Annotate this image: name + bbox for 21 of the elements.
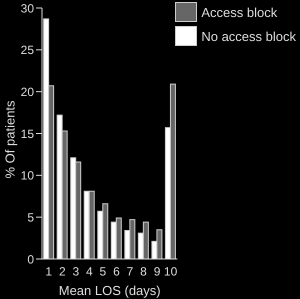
x-tick-label: 3 xyxy=(72,264,80,279)
x-tick-label: 1 xyxy=(45,264,52,279)
x-tick-label: 7 xyxy=(126,264,134,279)
x-tick-label: 2 xyxy=(58,264,66,279)
x-tick-label: 9 xyxy=(154,264,161,279)
legend-label: Access block xyxy=(201,4,278,20)
y-tick-label: 5 xyxy=(27,210,34,224)
y-tick-label: 10 xyxy=(20,168,34,183)
x-tick-label: 5 xyxy=(100,264,107,279)
y-tick-label: 0 xyxy=(27,252,34,266)
y-tick-label: 30 xyxy=(20,1,34,16)
x-tick-label: 6 xyxy=(113,264,120,279)
y-tick-label: 25 xyxy=(20,43,34,58)
y-tick-label: 15 xyxy=(20,126,34,141)
x-tick-label: 8 xyxy=(140,264,148,279)
x-axis-title: Mean LOS (days) xyxy=(58,283,161,298)
y-axis-title: % Of patients xyxy=(2,100,18,178)
legend-label: No access block xyxy=(201,28,296,44)
x-tick-label: 4 xyxy=(86,264,94,279)
y-tick-label: 20 xyxy=(20,84,34,99)
x-tick-label: 10 xyxy=(164,264,178,279)
